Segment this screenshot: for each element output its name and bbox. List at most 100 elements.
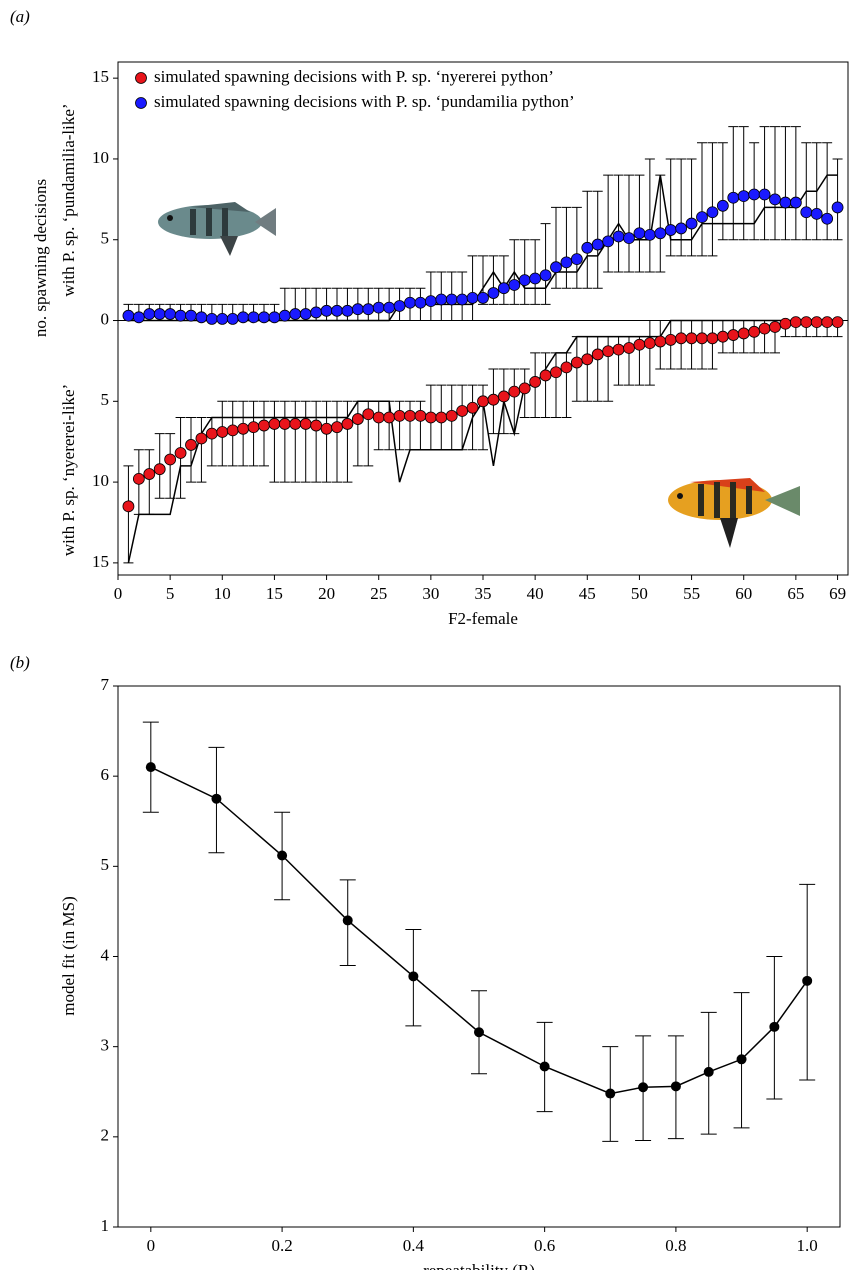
error-bar <box>352 400 363 467</box>
data-point <box>226 424 239 437</box>
data-point <box>716 330 729 343</box>
error-bar <box>415 400 426 451</box>
data-point <box>143 308 156 320</box>
error-bar <box>676 320 687 370</box>
data-point <box>362 408 375 421</box>
data-point <box>602 345 615 358</box>
data-point <box>393 409 406 422</box>
data-point <box>445 409 458 422</box>
data-point <box>278 418 291 430</box>
data-point <box>633 338 646 351</box>
y-tick-label: 10 <box>92 148 109 167</box>
data-point <box>466 401 479 414</box>
x-tick-label: 45 <box>579 584 596 603</box>
error-bar <box>332 400 342 483</box>
data-point <box>320 304 333 317</box>
data-point <box>153 463 166 476</box>
y-axis-label: no. spawning decisions <box>31 179 50 337</box>
data-point <box>779 317 792 330</box>
data-point <box>341 418 354 430</box>
data-point <box>643 337 656 350</box>
data-point <box>769 321 781 333</box>
error-bar <box>655 174 666 273</box>
error-bar <box>697 142 707 257</box>
data-point <box>153 308 166 320</box>
data-point <box>320 422 333 435</box>
y-tick-label: 5 <box>101 390 110 409</box>
data-point <box>605 1088 616 1099</box>
y-tick-label: 3 <box>101 1036 110 1055</box>
error-bar <box>144 449 155 515</box>
data-point <box>372 411 385 424</box>
error-bar <box>269 400 280 483</box>
x-axis-label: repeatability (R) <box>423 1261 535 1270</box>
error-bar <box>259 400 269 467</box>
y-tick-label: 6 <box>101 765 110 784</box>
x-tick-label: 55 <box>683 584 700 603</box>
data-point <box>487 393 500 406</box>
data-point <box>675 222 688 235</box>
error-bar <box>540 352 551 418</box>
legend-marker <box>135 97 147 109</box>
data-point <box>132 472 145 485</box>
error-bar <box>634 174 645 273</box>
data-point <box>539 1061 550 1072</box>
data-point <box>383 411 396 424</box>
data-point <box>769 193 781 206</box>
data-point <box>277 850 288 861</box>
data-point <box>237 311 250 324</box>
error-bar <box>770 126 780 241</box>
error-bar <box>165 433 176 499</box>
data-point <box>643 228 656 241</box>
data-point <box>342 915 353 926</box>
y-axis-label: with P. sp. ‘nyererei-like’ <box>59 384 78 556</box>
error-bar <box>790 126 801 241</box>
panel-label: (b) <box>10 653 30 672</box>
error-bar <box>644 158 655 273</box>
error-bar <box>530 239 541 305</box>
data-point <box>706 206 719 219</box>
error-bar <box>571 206 582 289</box>
data-point <box>737 327 750 340</box>
error-bar <box>822 142 833 241</box>
error-bar <box>206 416 217 467</box>
data-point <box>800 206 813 219</box>
data-point <box>612 230 625 243</box>
data-point <box>685 217 698 230</box>
data-point <box>654 335 667 348</box>
data-point <box>769 1021 780 1032</box>
y-tick-label: 15 <box>92 67 109 86</box>
data-point <box>247 311 260 324</box>
data-point <box>508 279 521 291</box>
data-point <box>331 304 343 317</box>
data-point <box>758 188 771 201</box>
data-point <box>581 241 594 254</box>
x-tick-label: 0.6 <box>534 1236 555 1255</box>
data-point <box>727 191 740 204</box>
data-point <box>435 293 448 306</box>
data-point <box>195 311 208 324</box>
data-point <box>570 356 583 369</box>
error-bar <box>551 352 561 418</box>
x-tick-label: 1.0 <box>797 1236 818 1255</box>
plot-frame <box>117 685 841 1228</box>
x-tick-label: 60 <box>735 584 752 603</box>
data-point <box>529 272 542 285</box>
data-point <box>341 304 354 317</box>
data-point <box>706 332 719 345</box>
panel-label: (a) <box>10 7 30 26</box>
x-tick-label: 20 <box>318 584 335 603</box>
error-bar <box>717 142 728 241</box>
y-axis-label: with P. sp. ‘pundamilia-like’ <box>59 103 78 296</box>
data-point <box>445 293 458 306</box>
data-point <box>414 296 427 309</box>
data-point <box>591 238 604 251</box>
data-point <box>758 322 771 335</box>
x-tick-label: 50 <box>631 584 648 603</box>
data-point <box>310 419 323 432</box>
data-point <box>831 316 844 329</box>
y-tick-label: 2 <box>101 1126 110 1145</box>
data-point <box>487 287 500 299</box>
data-line <box>150 766 808 1095</box>
